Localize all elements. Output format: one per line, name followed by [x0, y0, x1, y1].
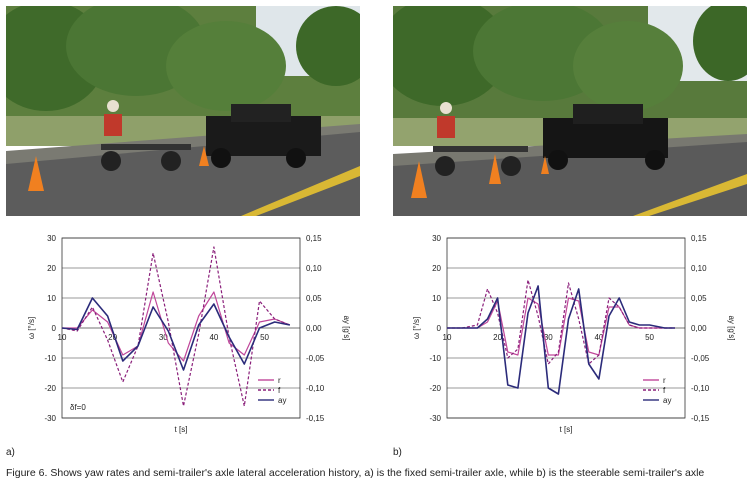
y2-tick-label: 0,05: [306, 294, 322, 303]
x-tick-label: 20: [108, 333, 117, 342]
legend-label-f: f: [278, 386, 281, 395]
y-tick-label: -30: [429, 414, 441, 423]
photo-panel-a: [6, 6, 360, 216]
legend-label-f: f: [663, 386, 666, 395]
series-line-f: [61, 246, 291, 407]
y-tick-label: 0: [437, 324, 442, 333]
x-axis-label: t [s]: [560, 425, 573, 434]
y2-tick-label: -0,05: [306, 354, 325, 363]
legend-label-r: r: [663, 376, 666, 385]
y2-tick-label: 0,15: [306, 234, 322, 243]
y-tick-label: 10: [47, 294, 56, 303]
x-axis-label: t [s]: [175, 425, 188, 434]
x-tick-label: 30: [159, 333, 168, 342]
x-tick-label: 50: [260, 333, 269, 342]
y2-tick-label: 0,00: [691, 324, 707, 333]
y2-tick-label: 0,00: [306, 324, 322, 333]
y-tick-label: -20: [429, 384, 441, 393]
y-tick-label: 10: [432, 294, 441, 303]
y2-tick-label: -0,10: [306, 384, 325, 393]
y-axis-label: ω [°/s]: [27, 317, 36, 339]
y2-tick-label: 0,10: [306, 264, 322, 273]
y-tick-label: -30: [44, 414, 56, 423]
y2-axis-label: ay [g's]: [727, 315, 736, 340]
y-tick-label: 20: [47, 264, 56, 273]
figure-caption: Figure 6. Shows yaw rates and semi-trail…: [6, 467, 705, 479]
y-tick-label: 30: [432, 234, 441, 243]
series-line-r: [447, 297, 675, 356]
series-line-f: [447, 279, 675, 365]
y2-tick-label: 0,05: [691, 294, 707, 303]
y2-tick-label: -0,05: [691, 354, 710, 363]
y2-tick-label: -0,10: [691, 384, 710, 393]
x-tick-label: 10: [443, 333, 452, 342]
y-tick-label: -10: [44, 354, 56, 363]
y-tick-label: -10: [429, 354, 441, 363]
chart-panel-b: 3020100-10-20-300,150,100,050,00-0,05-0,…: [412, 234, 736, 434]
y2-tick-label: -0,15: [691, 414, 710, 423]
legend-label-ay: ay: [663, 396, 671, 405]
y2-tick-label: 0,15: [691, 234, 707, 243]
y-tick-label: -20: [44, 384, 56, 393]
x-tick-label: 10: [58, 333, 67, 342]
legend-label-ay: ay: [278, 396, 286, 405]
chart-annotation: δf=0: [70, 403, 86, 412]
series-line-ay: [447, 285, 675, 395]
y-axis-label: ω [°/s]: [412, 317, 421, 339]
series-line-ay: [61, 297, 291, 371]
panel-a-label: a): [6, 447, 15, 458]
y2-tick-label: 0,10: [691, 264, 707, 273]
x-tick-label: 20: [493, 333, 502, 342]
x-tick-label: 40: [594, 333, 603, 342]
legend-label-r: r: [278, 376, 281, 385]
y-tick-label: 20: [432, 264, 441, 273]
y-tick-label: 30: [47, 234, 56, 243]
x-tick-label: 50: [645, 333, 654, 342]
chart-panel-a: 3020100-10-20-300,150,100,050,00-0,05-0,…: [27, 234, 351, 434]
x-tick-label: 40: [209, 333, 218, 342]
photo-a-illustration: [6, 6, 360, 216]
y2-tick-label: -0,15: [306, 414, 325, 423]
y2-axis-label: ay [g's]: [342, 315, 351, 340]
x-tick-label: 30: [544, 333, 553, 342]
panel-b-label: b): [393, 447, 402, 458]
y-tick-label: 0: [52, 324, 57, 333]
photo-b-illustration: [393, 6, 747, 216]
photo-panel-b: [393, 6, 747, 216]
